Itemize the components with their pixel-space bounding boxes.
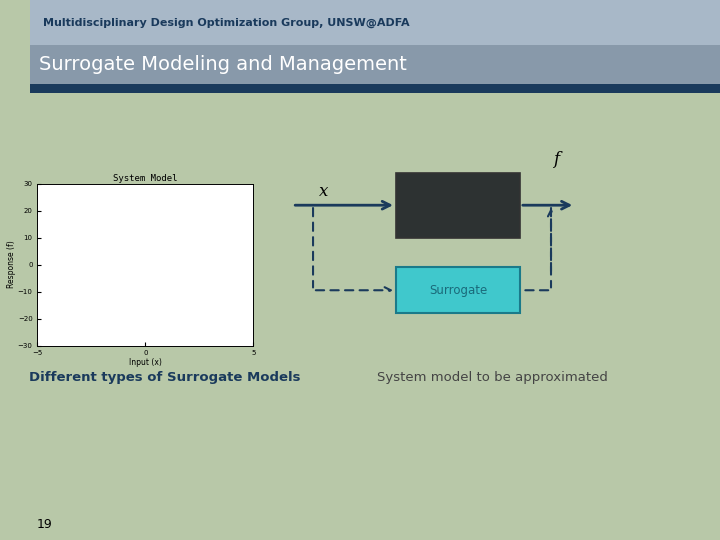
Text: 19: 19 [37,518,53,531]
FancyBboxPatch shape [30,84,720,93]
Text: Multidisciplinary Design Optimization Group, UNSW@ADFA: Multidisciplinary Design Optimization Gr… [42,17,409,28]
Text: System model to be approximated: System model to be approximated [377,372,608,384]
Text: Different types of Surrogate Models: Different types of Surrogate Models [29,372,300,384]
Y-axis label: Response (f): Response (f) [7,241,17,288]
FancyBboxPatch shape [30,45,720,84]
Title: System Model: System Model [113,174,178,183]
Text: Surrogate Modeling and Management: Surrogate Modeling and Management [38,55,406,74]
FancyBboxPatch shape [396,267,520,313]
X-axis label: Input (x): Input (x) [129,358,162,367]
Text: Surrogate: Surrogate [429,284,487,297]
FancyBboxPatch shape [30,0,720,45]
FancyBboxPatch shape [396,173,520,238]
Text: x: x [319,183,328,200]
Text: f: f [554,151,559,168]
